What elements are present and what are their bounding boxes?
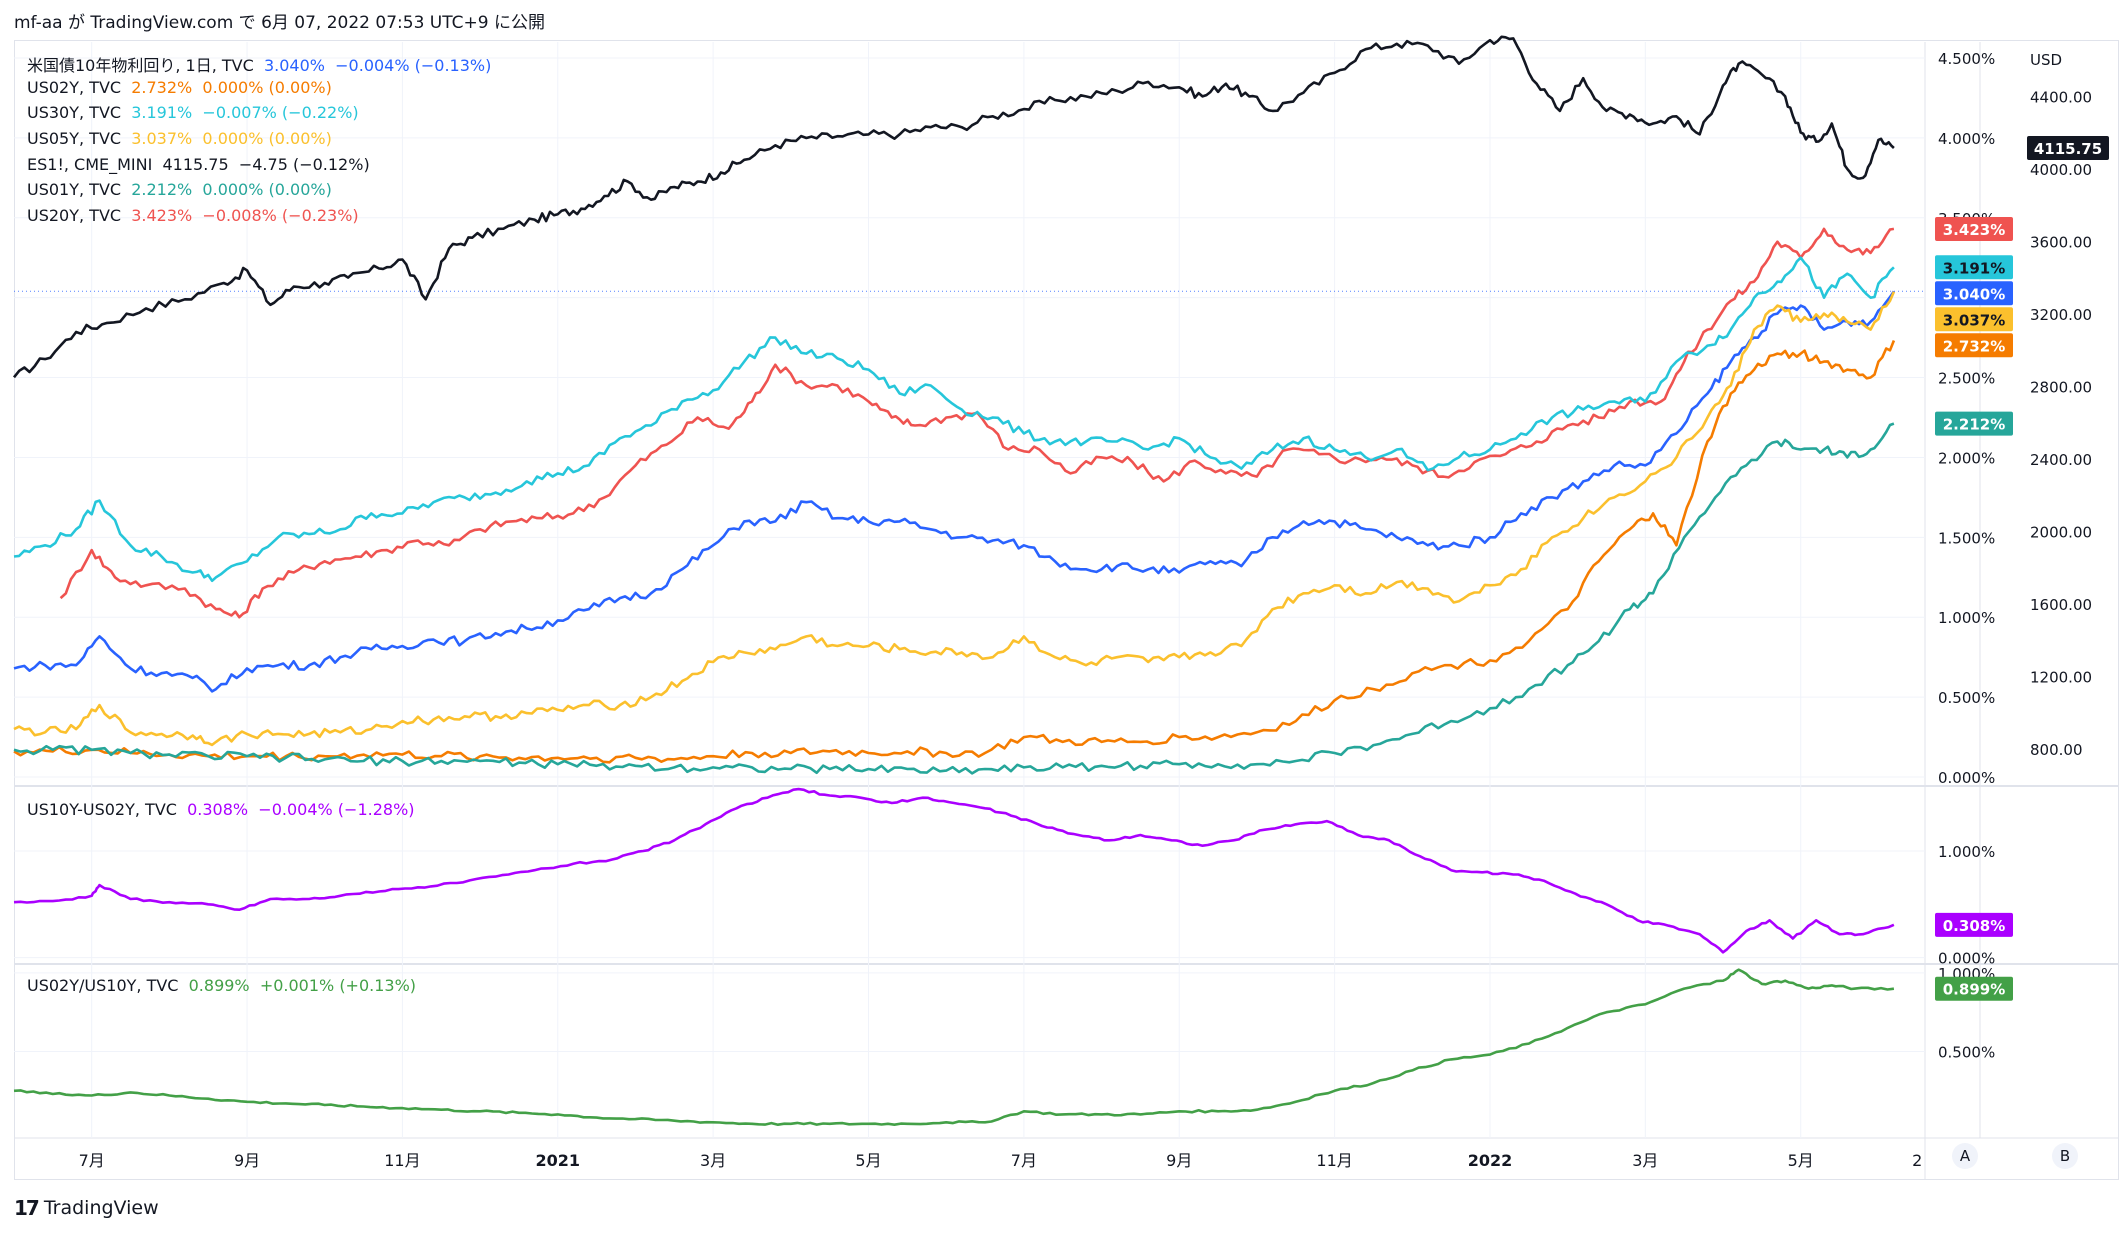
legend-item[interactable]: ES1!, CME_MINI 4115.75 −4.75 (−0.12%) [27, 155, 491, 181]
tradingview-brand: TradingView [43, 1197, 159, 1219]
legend-value: 2.732% [131, 77, 193, 97]
legend-symbol: US10Y-US02Y, TVC [27, 800, 177, 819]
legend-item[interactable]: US01Y, TVC 2.212% 0.000% (0.00%) [27, 180, 491, 206]
legend-item[interactable]: US05Y, TVC 3.037% 0.000% (0.00%) [27, 129, 491, 155]
legend-item[interactable]: 米国債10年物利回り, 1日, TVC 3.040% −0.004% (−0.1… [27, 52, 491, 78]
tradingview-mark-icon: 17 [14, 1196, 40, 1220]
legend-pane3: US02Y/US10Y, TVC 0.899% +0.001% (+0.13%) [27, 976, 416, 1002]
legend-value: 2.212% [131, 180, 193, 200]
legend-symbol: US02Y, TVC [27, 77, 122, 97]
legend-symbol: 米国債10年物利回り, 1日, TVC [27, 56, 254, 75]
scale-auto-button[interactable]: A [1952, 1143, 1978, 1169]
legend-symbol: US05Y, TVC [27, 129, 122, 149]
legend-symbol: US30Y, TVC [27, 103, 122, 123]
legend-item[interactable]: US02Y, TVC 2.732% 0.000% (0.00%) [27, 78, 491, 104]
page-title: mf-aa が TradingView.com で 6月 07, 2022 07… [14, 13, 545, 33]
legend-value: 0.308% [187, 800, 249, 819]
legend-change: 0.000% (0.00%) [202, 77, 332, 97]
legend-symbol: US02Y/US10Y, TVC [27, 976, 179, 995]
legend-item[interactable]: US30Y, TVC 3.191% −0.007% (−0.22%) [27, 103, 491, 129]
legend-symbol: US20Y, TVC [27, 206, 122, 226]
legend-change: 0.000% (0.00%) [202, 129, 332, 149]
legend-pane2: US10Y-US02Y, TVC 0.308% −0.004% (−1.28%) [27, 800, 415, 826]
tradingview-logo[interactable]: 17 TradingView [14, 1196, 159, 1220]
legend-change: −0.004% (−1.28%) [258, 800, 415, 819]
legend-value: 3.191% [131, 103, 193, 123]
legend-item[interactable]: US10Y-US02Y, TVC 0.308% −0.004% (−1.28%) [27, 800, 415, 826]
legend-value: 4115.75 [162, 154, 229, 174]
scale-b-button[interactable]: B [2052, 1143, 2078, 1169]
legend-change: −4.75 (−0.12%) [238, 154, 370, 174]
legend-value: 3.423% [131, 206, 193, 226]
legend-value: 3.037% [131, 129, 193, 149]
legend-value: 0.899% [188, 976, 250, 995]
legend-pane1: 米国債10年物利回り, 1日, TVC 3.040% −0.004% (−0.1… [27, 52, 491, 232]
legend-change: −0.007% (−0.22%) [202, 103, 359, 123]
legend-change: −0.004% (−0.13%) [335, 56, 492, 75]
legend-symbol: US01Y, TVC [27, 180, 122, 200]
legend-item[interactable]: US02Y/US10Y, TVC 0.899% +0.001% (+0.13%) [27, 976, 416, 1002]
legend-symbol: ES1!, CME_MINI [27, 154, 153, 174]
legend-change: +0.001% (+0.13%) [259, 976, 417, 995]
legend-change: 0.000% (0.00%) [202, 180, 332, 200]
legend-item[interactable]: US20Y, TVC 3.423% −0.008% (−0.23%) [27, 206, 491, 232]
legend-value: 3.040% [263, 56, 325, 75]
legend-change: −0.008% (−0.23%) [202, 206, 359, 226]
